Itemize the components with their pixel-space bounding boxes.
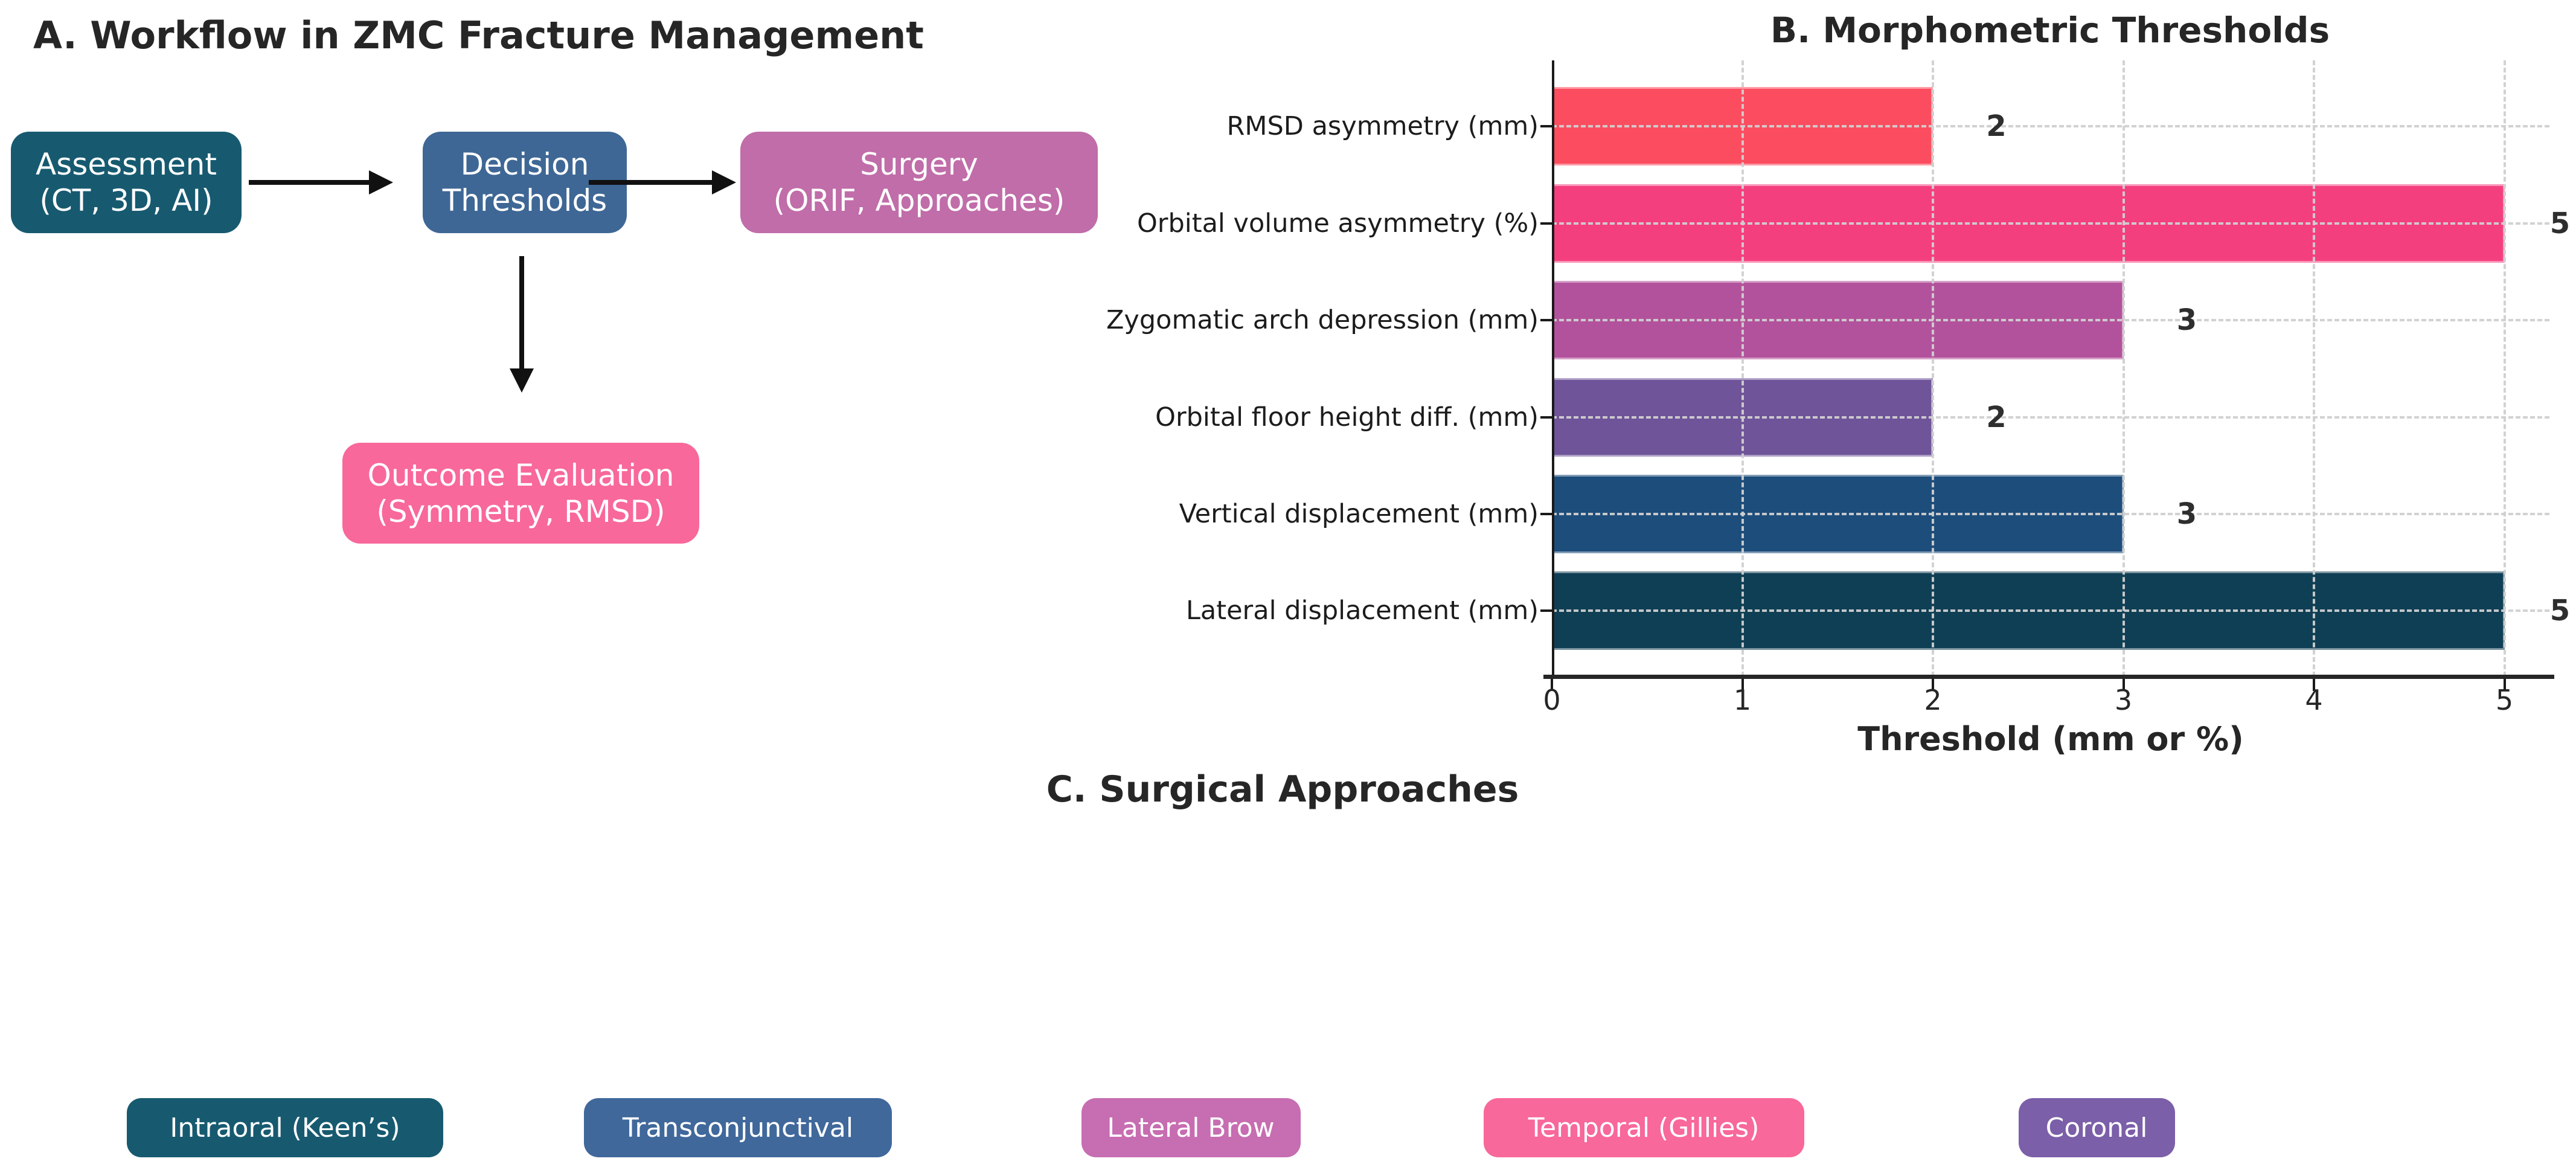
- flow-node-decision: Decision Thresholds: [423, 132, 627, 233]
- x-tick-label-0: 0: [1543, 684, 1561, 716]
- x-tick-label-5: 5: [2495, 684, 2514, 716]
- gridline-x-4: [2313, 60, 2315, 676]
- panel-b-title: B. Morphometric Thresholds: [1770, 10, 2330, 51]
- approach-pill-label: Intraoral (Keen’s): [170, 1112, 400, 1143]
- gridline-x-2: [1932, 60, 1934, 676]
- x-axis-line: [1543, 675, 2554, 679]
- bar-value-label: 3: [2176, 497, 2197, 531]
- approach-pill-label: Transconjunctival: [622, 1112, 854, 1143]
- arrow-decision-to-surgery-head: [712, 170, 736, 194]
- y-tick-mark-3: [1540, 416, 1552, 419]
- y-tick-mark-1: [1540, 222, 1552, 225]
- arrow-decision-to-outcome-line: [519, 256, 524, 370]
- approach-pill-label: Temporal (Gillies): [1528, 1112, 1760, 1143]
- flow-node-assessment-line-2: (CT, 3D, AI): [39, 183, 213, 218]
- gridline-row-3: [1552, 416, 2549, 419]
- gridline-row-0: [1552, 125, 2549, 127]
- category-label: Orbital volume asymmetry (%): [1136, 208, 1539, 239]
- bar-value-label: 3: [2176, 303, 2197, 337]
- y-tick-mark-5: [1540, 609, 1552, 612]
- x-tick-label-1: 1: [1733, 684, 1752, 716]
- x-tick-mark-4: [2313, 679, 2315, 691]
- approach-pill-4: Temporal (Gillies): [1483, 1098, 1804, 1157]
- category-label: Zygomatic arch depression (mm): [1106, 305, 1539, 335]
- approach-pill-1: Intraoral (Keen’s): [127, 1098, 443, 1157]
- flow-node-decision-line-2: Thresholds: [442, 183, 607, 218]
- arrow-decision-to-outcome-head: [510, 368, 534, 393]
- x-tick-mark-3: [2122, 679, 2125, 691]
- x-tick-label-3: 3: [2114, 684, 2133, 716]
- approach-pill-label: Coronal: [2045, 1112, 2148, 1143]
- gridline-row-4: [1552, 513, 2549, 515]
- gridline-row-5: [1552, 609, 2549, 612]
- bar-value-label: 2: [1986, 109, 2007, 143]
- category-label: RMSD asymmetry (mm): [1226, 111, 1539, 141]
- gridline-row-1: [1552, 222, 2549, 225]
- y-axis-spine: [1552, 60, 1554, 679]
- approach-pill-2: Transconjunctival: [584, 1098, 892, 1157]
- arrow-assessment-to-decision-head: [369, 170, 393, 194]
- flow-node-assessment-line-1: Assessment: [36, 147, 217, 182]
- category-label: Orbital floor height diff. (mm): [1155, 402, 1539, 432]
- y-tick-mark-0: [1540, 125, 1552, 127]
- flow-node-outcome-line-1: Outcome Evaluation: [367, 457, 674, 493]
- approach-pill-label: Lateral Brow: [1107, 1112, 1275, 1143]
- flow-node-outcome: Outcome Evaluation (Symmetry, RMSD): [342, 443, 699, 544]
- x-tick-mark-5: [2503, 679, 2506, 691]
- arrow-assessment-to-decision-line: [249, 180, 370, 185]
- bar-value-label: 5: [2549, 594, 2571, 628]
- y-tick-mark-2: [1540, 319, 1552, 321]
- gridline-row-2: [1552, 319, 2549, 321]
- approach-pill-5: Coronal: [2018, 1098, 2175, 1157]
- flow-node-surgery: Surgery (ORIF, Approaches): [740, 132, 1098, 233]
- panel-c-title: C. Surgical Approaches: [1046, 768, 1519, 811]
- x-tick-label-2: 2: [1924, 684, 1942, 716]
- x-tick-label-4: 4: [2305, 684, 2323, 716]
- x-axis-label: Threshold (mm or %): [1857, 720, 2244, 758]
- x-tick-mark-1: [1741, 679, 1744, 691]
- bar-value-label: 5: [2549, 207, 2571, 240]
- x-tick-mark-0: [1551, 679, 1553, 691]
- gridline-x-1: [1741, 60, 1744, 676]
- panel-a-title: A. Workflow in ZMC Fracture Management: [33, 13, 924, 57]
- category-label: Lateral displacement (mm): [1185, 596, 1539, 626]
- gridline-x-3: [2122, 60, 2125, 676]
- category-label: Vertical displacement (mm): [1179, 499, 1539, 529]
- approach-pill-3: Lateral Brow: [1081, 1098, 1301, 1157]
- flow-node-surgery-line-1: Surgery: [860, 147, 978, 182]
- arrow-decision-to-surgery-line: [589, 180, 713, 185]
- bar-value-label: 2: [1986, 400, 2007, 434]
- y-tick-mark-4: [1540, 513, 1552, 515]
- x-tick-mark-2: [1932, 679, 1934, 691]
- flow-node-outcome-line-2: (Symmetry, RMSD): [376, 493, 665, 529]
- flow-node-decision-line-1: Decision: [460, 147, 589, 182]
- gridline-x-5: [2503, 60, 2506, 676]
- flow-node-assessment: Assessment (CT, 3D, AI): [11, 132, 242, 233]
- flow-node-surgery-line-2: (ORIF, Approaches): [773, 183, 1065, 218]
